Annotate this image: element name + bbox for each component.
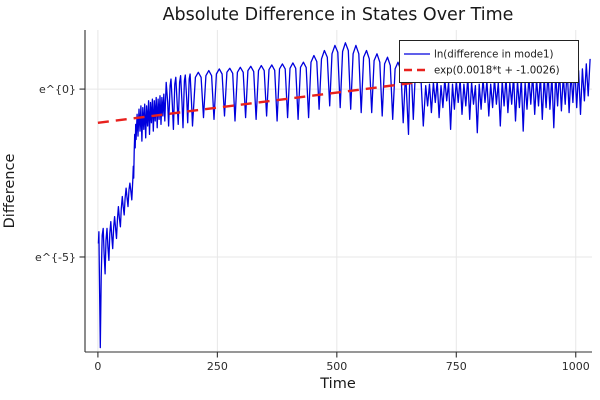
legend: ln(difference in mode1) exp(0.0018*t + -… xyxy=(399,40,579,83)
chart-title: Absolute Difference in States Over Time xyxy=(163,5,514,25)
legend-box xyxy=(399,40,579,83)
y-axis-label: Difference xyxy=(2,154,18,229)
y-tick-label: e^{0} xyxy=(39,83,76,96)
x-tick-label: 750 xyxy=(446,360,467,373)
legend-label-series2: exp(0.0018*t + -1.0026) xyxy=(434,66,560,77)
x-tick-label: 1000 xyxy=(562,360,590,373)
axes-layer: 0 250 500 750 1000 e^{0} e^{-5} xyxy=(35,83,590,373)
legend-label-series1: ln(difference in mode1) xyxy=(434,50,554,61)
x-tick-label: 250 xyxy=(207,360,228,373)
x-axis-label: Time xyxy=(319,376,356,392)
x-tick-label: 500 xyxy=(326,360,347,373)
x-tick-label: 0 xyxy=(94,360,101,373)
series-line-0 xyxy=(97,42,591,349)
y-tick-label: e^{-5} xyxy=(35,251,76,264)
series-layer xyxy=(97,42,591,349)
